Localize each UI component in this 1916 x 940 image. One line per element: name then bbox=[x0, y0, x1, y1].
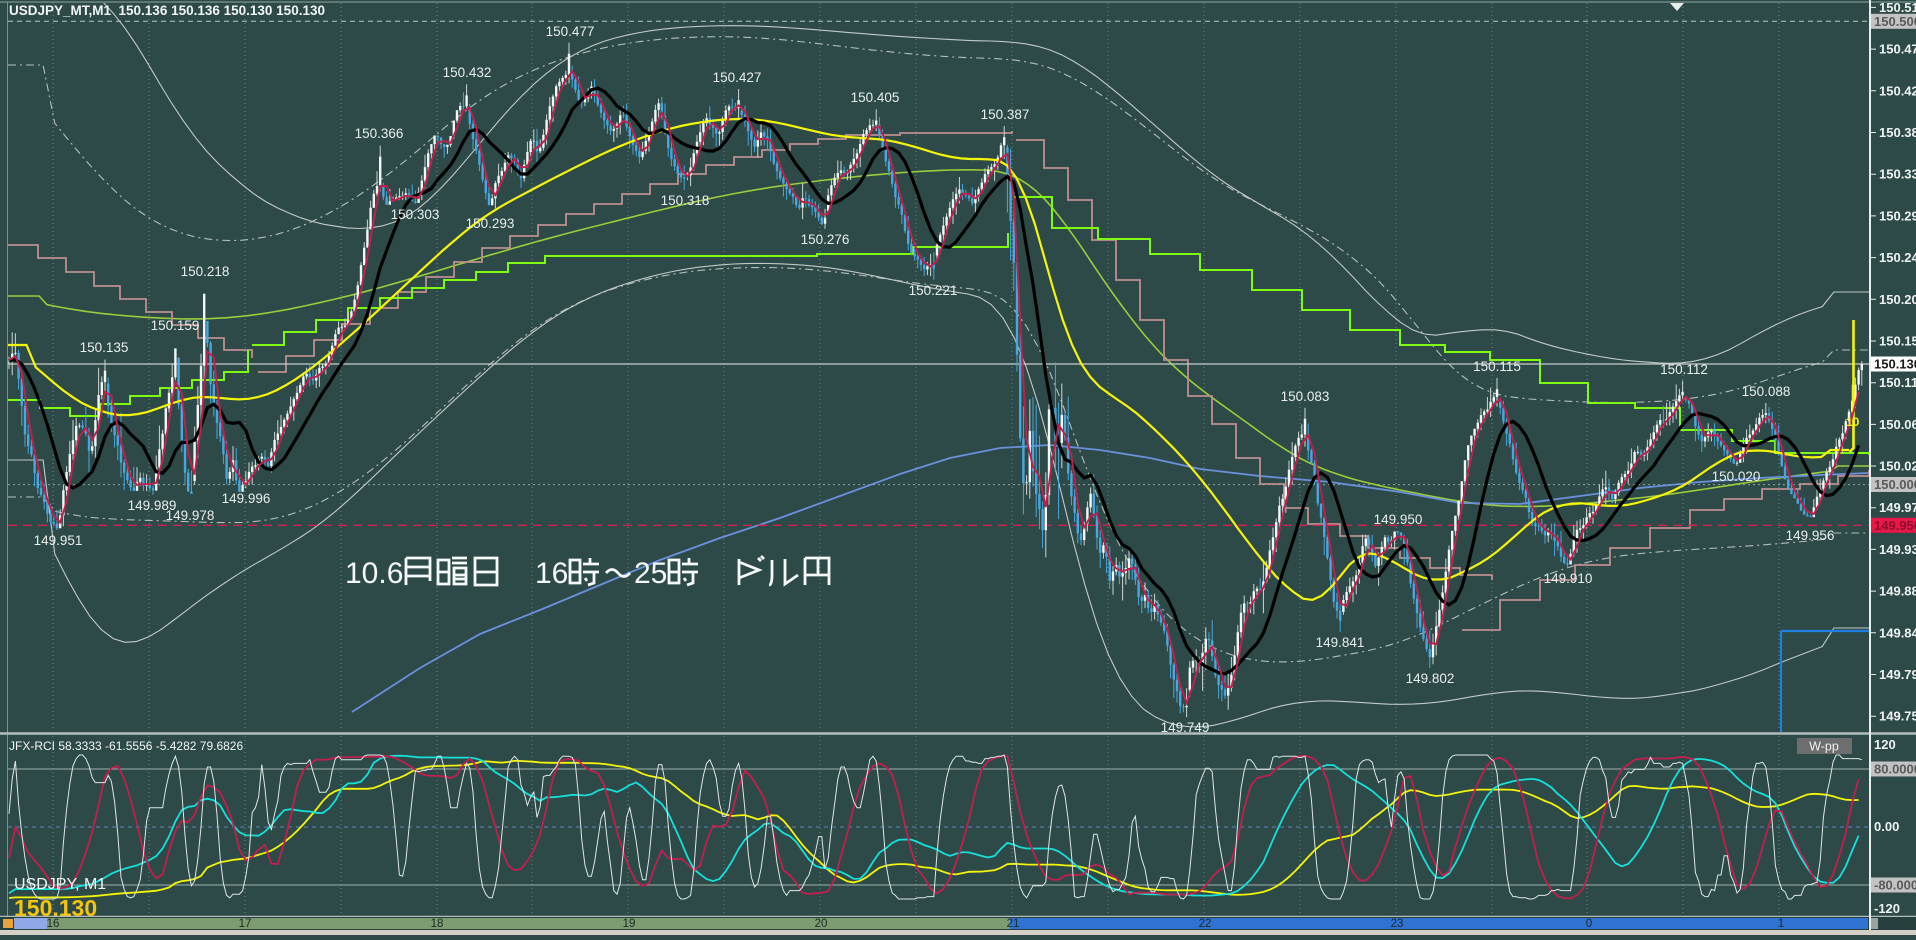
svg-text:22: 22 bbox=[1199, 918, 1212, 930]
svg-text:149.795: 149.795 bbox=[1879, 667, 1916, 682]
svg-text:150.155: 150.155 bbox=[1879, 334, 1916, 349]
svg-text:150.425: 150.425 bbox=[1879, 83, 1916, 98]
svg-text:149.989: 149.989 bbox=[128, 498, 177, 513]
svg-text:150.065: 150.065 bbox=[1879, 417, 1916, 432]
svg-text:149.956: 149.956 bbox=[1786, 528, 1835, 543]
svg-text:150.427: 150.427 bbox=[713, 70, 762, 85]
svg-text:150.387: 150.387 bbox=[981, 107, 1030, 122]
svg-text:149.951: 149.951 bbox=[34, 533, 83, 548]
svg-text:18: 18 bbox=[431, 918, 444, 930]
svg-text:149.910: 149.910 bbox=[1544, 571, 1593, 586]
svg-text:150.159: 150.159 bbox=[151, 318, 200, 333]
svg-text:149.750: 149.750 bbox=[1879, 709, 1916, 724]
svg-text:25: 25 bbox=[634, 557, 667, 590]
svg-text:150.380: 150.380 bbox=[1879, 125, 1916, 140]
svg-text:120: 120 bbox=[1874, 737, 1896, 752]
svg-text:150.477: 150.477 bbox=[546, 24, 595, 39]
svg-text:23: 23 bbox=[1391, 918, 1404, 930]
svg-text:149.975: 149.975 bbox=[1879, 500, 1916, 515]
svg-text:19: 19 bbox=[623, 918, 636, 930]
svg-text:149.950: 149.950 bbox=[1374, 512, 1423, 527]
svg-text:-80.0000: -80.0000 bbox=[1874, 878, 1916, 893]
svg-text:149.802: 149.802 bbox=[1406, 671, 1455, 686]
svg-text:150.276: 150.276 bbox=[801, 232, 850, 247]
svg-text:150.115: 150.115 bbox=[1473, 359, 1521, 374]
svg-text:0: 0 bbox=[1586, 918, 1592, 930]
svg-text:150.432: 150.432 bbox=[443, 65, 492, 80]
svg-text:16: 16 bbox=[535, 557, 568, 590]
svg-text:USDJPY, M1: USDJPY, M1 bbox=[14, 876, 106, 893]
svg-text:150.366: 150.366 bbox=[355, 126, 404, 141]
svg-text:USDJPY_MT,M1 150.136 150.136: USDJPY_MT,M1 150.136 150.136 150.130 150… bbox=[9, 3, 325, 18]
svg-text:150.083: 150.083 bbox=[1281, 389, 1330, 404]
svg-text:150.112: 150.112 bbox=[1660, 362, 1708, 377]
svg-text:0.00: 0.00 bbox=[1874, 819, 1899, 834]
svg-text:150.221: 150.221 bbox=[909, 283, 958, 298]
svg-text:16: 16 bbox=[47, 918, 60, 930]
svg-text:149.841: 149.841 bbox=[1316, 635, 1365, 650]
svg-text:10.6: 10.6 bbox=[345, 557, 403, 590]
svg-text:150.303: 150.303 bbox=[391, 207, 440, 222]
svg-text:150.293: 150.293 bbox=[466, 216, 515, 231]
svg-text:149.885: 149.885 bbox=[1879, 584, 1916, 599]
svg-text:149.930: 149.930 bbox=[1879, 542, 1916, 557]
svg-text:150.318: 150.318 bbox=[661, 193, 710, 208]
svg-text:150.515: 150.515 bbox=[1879, 0, 1916, 15]
svg-text:150.200: 150.200 bbox=[1879, 292, 1916, 307]
svg-text:-120: -120 bbox=[1874, 901, 1900, 916]
svg-text:1: 1 bbox=[1778, 918, 1784, 930]
svg-text:150.020: 150.020 bbox=[1879, 459, 1916, 474]
svg-text:149.749: 149.749 bbox=[1161, 720, 1210, 735]
svg-text:149.978: 149.978 bbox=[166, 508, 215, 523]
svg-text:150.405: 150.405 bbox=[851, 90, 900, 105]
svg-text:150.218: 150.218 bbox=[181, 264, 230, 279]
svg-text:W-pp: W-pp bbox=[1809, 740, 1839, 754]
svg-text:80.0000: 80.0000 bbox=[1874, 762, 1916, 777]
svg-text:149.840: 149.840 bbox=[1879, 625, 1916, 640]
svg-text:20: 20 bbox=[815, 918, 828, 930]
svg-text:150.135: 150.135 bbox=[80, 340, 129, 355]
svg-text:150.000: 150.000 bbox=[1874, 477, 1916, 492]
svg-text:149.996: 149.996 bbox=[222, 491, 271, 506]
svg-text:150.020: 150.020 bbox=[1712, 469, 1761, 484]
svg-text:150.130: 150.130 bbox=[1874, 357, 1916, 372]
svg-text:150.088: 150.088 bbox=[1742, 384, 1791, 399]
svg-text:21: 21 bbox=[1007, 918, 1020, 930]
svg-text:17: 17 bbox=[239, 918, 252, 930]
svg-text:JFX-RCI 58.3333 -61.5556 -5.42: JFX-RCI 58.3333 -61.5556 -5.4282 79.6826 bbox=[9, 739, 243, 753]
svg-text:150.335: 150.335 bbox=[1879, 167, 1916, 182]
svg-text:149.956: 149.956 bbox=[1874, 518, 1916, 533]
svg-text:150.290: 150.290 bbox=[1879, 208, 1916, 223]
svg-text:150.245: 150.245 bbox=[1879, 250, 1916, 265]
svg-text:150.470: 150.470 bbox=[1879, 42, 1916, 57]
svg-text:150.500: 150.500 bbox=[1874, 14, 1916, 29]
svg-text:150.110: 150.110 bbox=[1879, 375, 1916, 390]
svg-text:10: 10 bbox=[1846, 415, 1860, 429]
